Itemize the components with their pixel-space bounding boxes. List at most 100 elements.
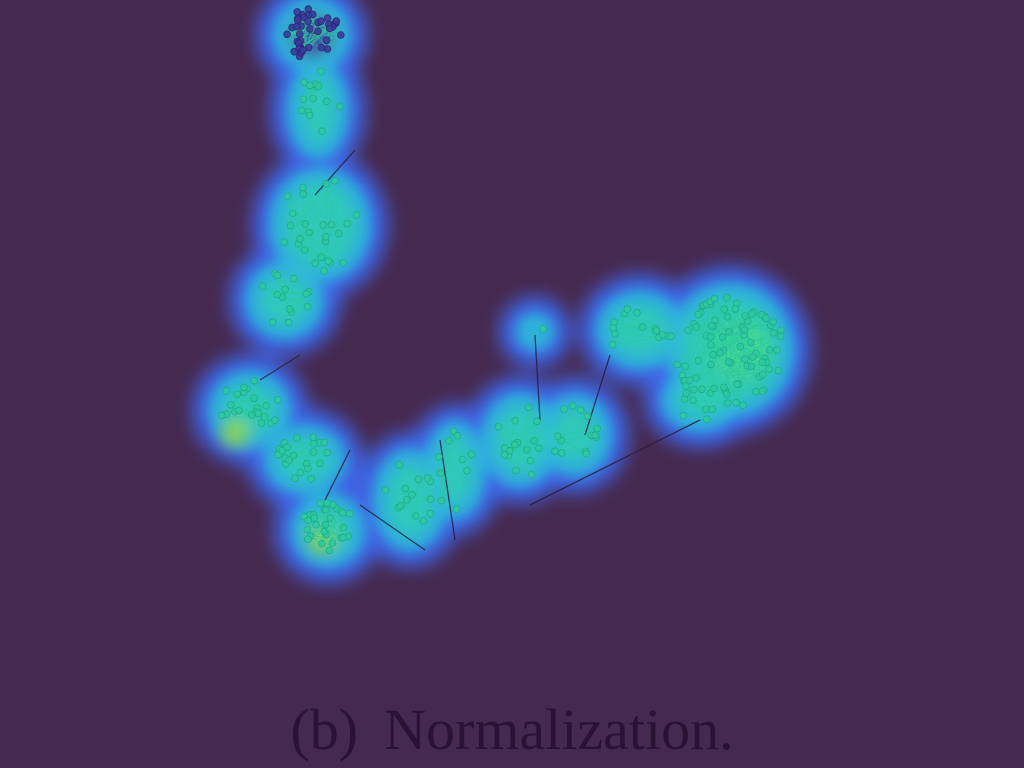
graph-node xyxy=(271,416,279,425)
graph-edge xyxy=(307,513,351,540)
graph-node xyxy=(240,383,248,392)
graph-node xyxy=(303,302,312,311)
graph-node xyxy=(694,356,703,365)
graph-node xyxy=(297,106,306,115)
graph-node xyxy=(295,30,304,38)
graph-edge xyxy=(613,327,657,332)
graph-bridge-edge xyxy=(314,149,356,196)
graph-node xyxy=(395,461,404,469)
heat-blob-core xyxy=(437,434,473,506)
graph-node xyxy=(317,253,326,262)
graph-node xyxy=(551,447,559,456)
graph-node xyxy=(748,353,757,361)
graph-edge xyxy=(563,408,596,436)
graph-node xyxy=(327,220,336,229)
graph-edge xyxy=(515,407,530,471)
graph-node xyxy=(305,81,314,90)
graph-node xyxy=(723,293,731,302)
graph-node xyxy=(309,448,318,456)
graph-node xyxy=(722,390,731,398)
graph-node xyxy=(311,259,320,268)
graph-node xyxy=(718,333,727,341)
graph-node xyxy=(293,434,301,442)
graph-node xyxy=(304,17,312,26)
graph-node xyxy=(692,373,700,382)
graph-node xyxy=(334,229,343,238)
graph-node xyxy=(338,508,347,517)
graph-node xyxy=(281,285,289,294)
graph-node xyxy=(436,469,445,478)
graph-edge xyxy=(303,183,327,195)
graph-node xyxy=(250,376,258,385)
graph-node xyxy=(339,258,348,267)
graph-node xyxy=(709,350,717,359)
graph-node xyxy=(305,228,313,237)
graph-node xyxy=(747,310,756,318)
graph-node xyxy=(303,464,312,473)
graph-node xyxy=(652,326,660,335)
graph-node xyxy=(414,475,423,484)
graph-node xyxy=(505,446,514,455)
graph-bridge-edge xyxy=(359,504,426,551)
graph-node xyxy=(343,220,352,228)
graph-node xyxy=(560,405,568,413)
graph-node xyxy=(689,396,697,404)
graph-node xyxy=(316,459,324,468)
graph-node xyxy=(762,314,770,323)
graph-node xyxy=(295,235,304,243)
graph-node xyxy=(682,389,691,398)
graph-node xyxy=(419,517,428,525)
heat-blob-core xyxy=(529,326,541,338)
graph-node xyxy=(301,220,310,228)
graph-edge xyxy=(253,380,265,418)
graph-node xyxy=(723,399,732,407)
graph-node xyxy=(257,419,266,428)
graph-node xyxy=(309,439,318,448)
graph-bridge-edge xyxy=(534,334,541,421)
graph-bridge-edge xyxy=(529,419,701,506)
graph-edge xyxy=(572,405,592,436)
graph-edge xyxy=(498,426,535,442)
graph-node xyxy=(352,211,361,219)
graph-edge xyxy=(613,312,638,323)
graph-edge xyxy=(693,320,748,325)
graph-node xyxy=(608,340,617,349)
graph-edge xyxy=(509,450,531,462)
graph-edge xyxy=(334,180,340,234)
graph-node xyxy=(317,43,326,52)
graph-node xyxy=(319,221,328,229)
graph-edge xyxy=(299,233,339,240)
graph-node xyxy=(706,333,715,341)
graph-node xyxy=(309,433,318,442)
graph-node xyxy=(254,409,263,418)
graph-node xyxy=(322,179,331,188)
graph-node xyxy=(408,490,416,499)
graph-node xyxy=(710,294,719,303)
graph-node xyxy=(227,400,235,409)
graph-node xyxy=(321,520,330,529)
graph-node xyxy=(339,533,348,542)
graph-node xyxy=(510,440,519,449)
graph-node xyxy=(435,452,443,461)
graph-node xyxy=(463,466,471,475)
graph-node xyxy=(774,366,783,375)
graph-edge xyxy=(528,407,532,461)
graph-edge xyxy=(308,180,336,233)
graph-node xyxy=(526,456,535,465)
graph-node xyxy=(689,385,698,394)
graph-edge xyxy=(687,330,724,351)
graph-node xyxy=(453,431,462,440)
graph-edge xyxy=(683,415,707,420)
graph-node xyxy=(268,318,277,326)
graph-node xyxy=(300,246,309,254)
graph-node xyxy=(293,8,302,16)
graph-node xyxy=(402,495,411,504)
graph-node xyxy=(557,449,566,457)
graph-node xyxy=(703,415,711,424)
graph-node xyxy=(512,466,520,475)
graph-node xyxy=(293,16,302,24)
heat-hotspot xyxy=(221,419,249,447)
graph-edge xyxy=(685,385,724,388)
graph-edge xyxy=(400,498,431,507)
graph-node xyxy=(445,436,453,445)
